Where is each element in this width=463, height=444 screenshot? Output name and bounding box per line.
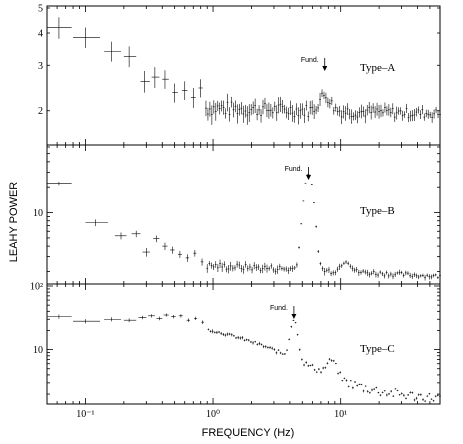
data-point: [47, 17, 72, 39]
y-tick-label: 4: [38, 29, 43, 40]
data-point: [131, 230, 141, 238]
data-point: [123, 46, 137, 68]
y-tick-label: 10: [33, 208, 43, 219]
panel-frame: [46, 5, 441, 146]
y-axis-label: LEAHY POWER: [8, 182, 20, 263]
y-tick-label: 3: [38, 61, 43, 72]
x-tick-label: 10⁻¹: [76, 409, 94, 420]
data-point: [200, 258, 204, 266]
panel-frame: [46, 283, 441, 405]
fundamental-annotation: Fund.: [301, 57, 328, 71]
fundamental-annotation: Fund.: [285, 166, 312, 180]
data-point: [156, 316, 163, 321]
data-point: [171, 314, 176, 319]
data-point: [198, 79, 203, 98]
data-point: [104, 317, 121, 322]
arrow-head: [306, 175, 312, 180]
data-point: [148, 314, 155, 318]
data-point: [170, 246, 175, 254]
fund-label: Fund.: [285, 166, 303, 173]
data-point: [142, 247, 150, 257]
data-point: [193, 249, 197, 257]
data-point: [47, 314, 72, 319]
panel-1: 2 3 4 5 Fund. Type–A: [38, 4, 441, 146]
fund-label: Fund.: [301, 57, 319, 64]
data-point: [162, 242, 168, 250]
data-point: [85, 219, 108, 227]
y-tick-label: 10: [33, 345, 43, 356]
data-point: [201, 320, 205, 325]
panel-3: 10 10² Fund. Type–C 10⁻¹ 10⁰ 10¹: [30, 282, 441, 420]
data-point: [114, 232, 127, 240]
data-point: [73, 27, 100, 48]
data-point: [172, 83, 178, 103]
data-point: [190, 87, 196, 108]
data-point: [151, 67, 160, 88]
data-point: [104, 41, 121, 62]
data-point: [162, 70, 169, 89]
data-point: [163, 313, 169, 317]
data-point: [194, 316, 198, 321]
data-point: [177, 250, 182, 258]
panel-type-label: Type–C: [360, 343, 395, 355]
data-point: [178, 314, 183, 318]
arrow-head: [322, 66, 328, 71]
arrow-head: [291, 314, 297, 319]
data-series: [206, 173, 441, 281]
data-point: [153, 235, 160, 243]
x-tick-label: 10⁰: [206, 409, 220, 420]
panel-type-label: Type–A: [360, 62, 395, 74]
data-point: [73, 319, 100, 324]
x-axis-label: FREQUENCY (Hz): [202, 427, 295, 439]
fund-label: Fund.: [270, 305, 288, 312]
fundamental-annotation: Fund.: [270, 305, 297, 319]
data-point: [181, 81, 188, 101]
data-point: [140, 71, 150, 93]
data-point: [138, 315, 147, 320]
y-tick-label: 5: [38, 4, 43, 15]
data-point: [47, 182, 72, 186]
y-tick-label: 2: [38, 106, 43, 117]
x-tick-label: 10¹: [334, 409, 347, 420]
data-series: [207, 319, 441, 402]
panel-2: 10 Fund. Type–B: [33, 144, 441, 285]
data-point: [186, 318, 191, 322]
data-point: [185, 254, 190, 262]
y-tick-label: 10²: [30, 282, 43, 293]
panel-type-label: Type–B: [360, 205, 395, 217]
data-point: [123, 318, 137, 323]
data-series: [205, 89, 441, 125]
